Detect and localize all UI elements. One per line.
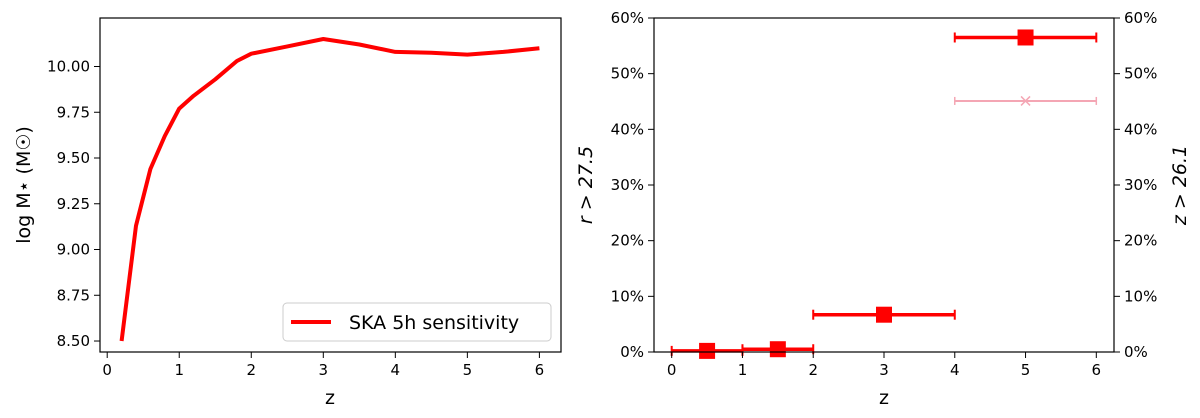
- right-y-axis-label-z: z > 26.1: [1169, 145, 1191, 226]
- square-marker: [769, 341, 786, 358]
- right-y-percent-label: 50%: [1124, 65, 1157, 83]
- left-x-tick-label: 3: [319, 361, 329, 379]
- left-y-percent-label: 40%: [611, 120, 644, 138]
- right-y-percent-label: 0%: [1124, 343, 1148, 361]
- square-marker: [699, 342, 716, 359]
- left-x-axis-label: z: [325, 387, 335, 409]
- left-y-tick-label: 8.50: [57, 332, 90, 350]
- right-plot-frame: [653, 17, 1115, 353]
- left-x-tick-label: 2: [246, 361, 256, 379]
- left-y-percent-label: 50%: [611, 65, 644, 83]
- right-x-tick-label: 0: [667, 361, 677, 379]
- square-marker: [876, 306, 892, 323]
- left-x-tick-label: 0: [102, 361, 112, 379]
- r-band-point-2: [812, 306, 956, 323]
- legend-frame: [282, 302, 552, 342]
- left-y-tick-label: 9.00: [57, 241, 90, 259]
- x-marker: [1020, 95, 1031, 106]
- left-y-percent-label: 60%: [611, 9, 644, 27]
- right-y-percent-label: 20%: [1124, 232, 1157, 250]
- r-band-point-3: [953, 29, 1098, 46]
- left-y-percent-label: 20%: [611, 232, 644, 250]
- right-y-percent-label: 40%: [1124, 120, 1157, 138]
- left-plot-frame: [99, 17, 562, 353]
- right-y-percent-label: 10%: [1124, 287, 1157, 305]
- fraction-panel: 0 1 2 3 4 5 6 0% 10% 20% 30% 40% 50% 60% 0% 10% 20% 30%…: [575, 9, 1191, 409]
- left-y-percent-label: 10%: [611, 287, 644, 305]
- right-x-axis-label: z: [879, 387, 889, 409]
- left-y-percent-label: 0%: [620, 343, 644, 361]
- left-y-axis-label: log M⋆ (M☉): [13, 126, 35, 244]
- left-x-tick-label: 6: [535, 361, 545, 379]
- z-band-point-0: [954, 95, 1098, 106]
- right-y-percent-label: 30%: [1124, 176, 1157, 194]
- left-y-tick-label: 9.50: [57, 149, 90, 167]
- right-x-tick-label: 3: [879, 361, 889, 379]
- right-x-tick-label: 4: [950, 361, 960, 379]
- left-x-tick-label: 5: [463, 361, 473, 379]
- right-x-tick-label: 6: [1092, 361, 1102, 379]
- legend: SKA 5h sensitivity: [282, 302, 552, 342]
- square-marker: [1017, 29, 1034, 46]
- left-y-tick-label: 9.75: [57, 103, 90, 121]
- right-y-percent-label: 60%: [1124, 9, 1157, 27]
- left-x-tick-label: 1: [174, 361, 184, 379]
- left-x-tick-label: 4: [391, 361, 401, 379]
- right-x-tick-label: 5: [1021, 361, 1031, 379]
- left-y-axis-label-r: r > 27.5: [575, 146, 597, 224]
- left-y-tick-label: 8.75: [57, 286, 90, 304]
- left-y-tick-label: 10.00: [47, 57, 90, 75]
- r-band-point-0: [670, 342, 744, 359]
- r-band-point-1: [741, 341, 815, 358]
- left-y-percent-label: 30%: [611, 176, 644, 194]
- legend-label: SKA 5h sensitivity: [349, 312, 519, 334]
- series-line-0: [119, 37, 540, 342]
- left-y-tick-label: 9.25: [57, 195, 90, 213]
- right-x-tick-label: 1: [738, 361, 748, 379]
- right-x-tick-label: 2: [808, 361, 818, 379]
